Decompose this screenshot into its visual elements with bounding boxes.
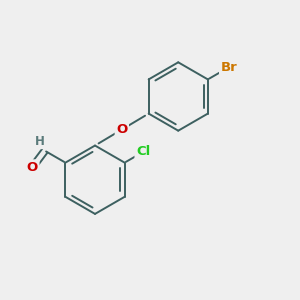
Text: H: H (34, 135, 44, 148)
Text: O: O (116, 123, 128, 136)
Text: Br: Br (220, 61, 237, 74)
Text: Cl: Cl (136, 146, 150, 158)
Text: O: O (27, 161, 38, 174)
